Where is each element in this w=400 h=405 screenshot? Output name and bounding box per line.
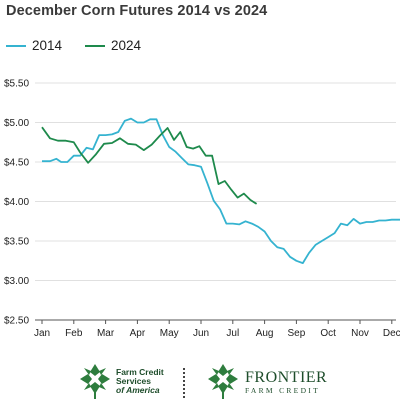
line-chart: $5.50 $5.00 $4.50 $4.00 $3.50 $3.00 $2.50 Jan Fe… (4, 79, 400, 339)
x-tick-label: Jul (226, 328, 239, 339)
chart-title: December Corn Futures 2014 vs 2024 (6, 3, 268, 19)
y-tick-label: $5.00 (4, 118, 29, 129)
series-line-2014 (42, 117, 400, 265)
x-tick-label: Apr (130, 328, 146, 339)
frontier-name: FRONTIER (245, 369, 328, 386)
y-tick-label: $3.50 (4, 237, 29, 248)
x-tick-label: Dec (383, 328, 400, 339)
x-tick-label: Aug (256, 328, 274, 339)
y-tick-label: $3.00 (4, 276, 29, 287)
legend-label-2024: 2024 (111, 38, 142, 53)
y-tick-label: $4.00 (4, 197, 29, 208)
farm-credit-services-logo-icon (80, 364, 110, 399)
fcs-line-2: Services (116, 376, 151, 386)
frontier-wordmark: FRONTIER FARM CREDIT (245, 369, 328, 396)
footer-logos: Farm Credit Services of America FRONTIER… (0, 360, 400, 405)
x-tick-label: Sep (288, 328, 306, 339)
y-tick-label: $4.50 (4, 158, 29, 169)
legend-label-2014: 2014 (32, 38, 63, 53)
x-tick-label: May (160, 328, 179, 339)
x-tick-label: Feb (65, 328, 83, 339)
legend-item-2014: 2014 (6, 38, 62, 53)
fcs-line-3: of America (116, 385, 160, 395)
legend-swatch-2014 (6, 44, 26, 47)
chart-legend: 2014 2024 (0, 38, 400, 58)
legend-item-2024: 2024 (85, 38, 141, 53)
fcs-line-1: Farm Credit (116, 367, 164, 377)
farm-credit-services-wordmark: Farm Credit Services of America (116, 368, 186, 395)
legend-swatch-2024 (85, 44, 105, 47)
logo-separator (183, 368, 186, 398)
x-tick-label: Jan (34, 328, 50, 339)
x-tick-label: Jun (193, 328, 209, 339)
x-tick-label: Nov (351, 328, 369, 339)
frontier-farm-credit-logo-icon (208, 364, 238, 399)
series-line-2024 (41, 126, 258, 205)
frontier-sub: FARM CREDIT (245, 386, 320, 395)
y-tick-label: $5.50 (4, 79, 29, 90)
y-tick-label: $2.50 (4, 316, 29, 327)
x-tick-label: Mar (97, 328, 115, 339)
x-tick-label: Oct (320, 328, 336, 339)
